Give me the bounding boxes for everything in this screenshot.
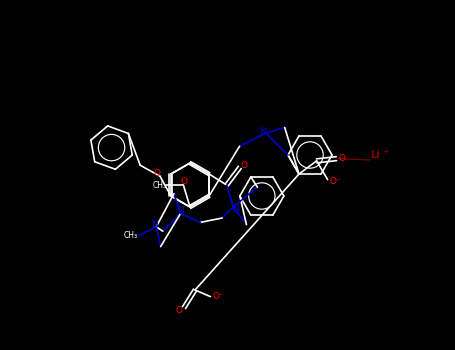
Text: N: N <box>177 206 184 215</box>
Text: CH₃: CH₃ <box>153 181 167 189</box>
Text: O: O <box>176 306 182 315</box>
Text: O: O <box>181 177 188 187</box>
Text: N: N <box>260 126 266 135</box>
Text: N: N <box>151 220 157 229</box>
Text: N: N <box>232 204 238 214</box>
Text: O⁻: O⁻ <box>212 292 224 301</box>
Text: O: O <box>240 161 248 170</box>
Text: O: O <box>339 154 346 163</box>
Text: O: O <box>153 169 161 178</box>
Text: CH₃: CH₃ <box>124 231 138 240</box>
Text: +: + <box>382 147 388 155</box>
Text: Li: Li <box>370 150 380 160</box>
Text: O⁻: O⁻ <box>330 177 341 186</box>
